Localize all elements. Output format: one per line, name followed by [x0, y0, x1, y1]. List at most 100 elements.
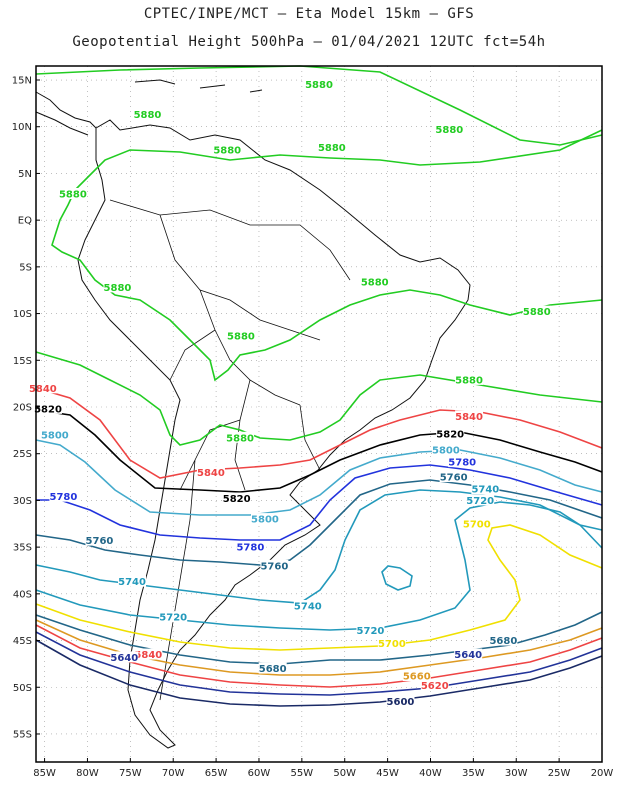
contour-label-bg — [159, 611, 188, 623]
map-frame — [35, 65, 603, 763]
lat-tick-label: 20S — [13, 402, 32, 413]
contour-label-5740: 5740 — [118, 577, 146, 588]
lon-tick-label: 65W — [205, 768, 228, 779]
lat-tick-label: 50S — [13, 683, 32, 694]
lat-tick-label: 40S — [13, 589, 32, 600]
contour-label-bg — [103, 281, 132, 293]
contour-label-5700: 5700 — [378, 639, 406, 650]
contour-5780 — [36, 464, 603, 541]
lon-tick-label: 40W — [419, 768, 442, 779]
contour-label-bg — [420, 679, 449, 691]
contour-label-5640: 5640 — [454, 650, 482, 661]
contour-label-bg — [466, 494, 495, 506]
contour-label-bg — [489, 634, 518, 646]
central-america-coastline — [35, 91, 97, 136]
contour-label-bg — [431, 443, 460, 455]
contour-5660 — [35, 619, 603, 676]
lon-tick-label: 25W — [548, 768, 571, 779]
contour-label-5820: 5820 — [436, 430, 464, 441]
contour-label-bg — [402, 670, 431, 682]
contour-label-5800: 5800 — [432, 445, 460, 456]
contour-label-bg — [454, 648, 483, 660]
lat-tick-label: 10S — [13, 309, 32, 320]
lon-tick-label: 75W — [119, 768, 142, 779]
contour-label-5780: 5780 — [50, 492, 78, 503]
contour-label-bg — [110, 651, 139, 663]
contour-label-5680: 5680 — [259, 664, 287, 675]
lon-tick-label: 70W — [162, 768, 185, 779]
contour-label-5880: 5880 — [455, 375, 483, 386]
lon-tick-label: 35W — [462, 768, 485, 779]
south-america-coastline — [77, 119, 471, 749]
contour-5880-north — [35, 65, 603, 146]
contour-label-bg — [471, 483, 500, 495]
contour-label-5840: 5840 — [134, 650, 162, 661]
contour-label-5880: 5880 — [226, 433, 254, 444]
lat-tick-label: 45S — [13, 636, 32, 647]
contour-label-5880: 5880 — [134, 110, 162, 121]
contour-label-5720: 5720 — [466, 496, 494, 507]
contour-label-bg — [49, 490, 78, 502]
contour-5880-west — [51, 129, 603, 382]
contour-label-5880: 5880 — [523, 307, 551, 318]
contour-label-5700: 5700 — [463, 519, 491, 530]
lon-tick-label: 45W — [376, 768, 399, 779]
lat-tick-label: 35S — [13, 543, 32, 554]
contour-label-bg — [222, 492, 251, 504]
contour-label-bg — [58, 187, 87, 199]
contour-label-bg — [435, 123, 464, 135]
contour-label-5880: 5880 — [305, 80, 333, 91]
contour-label-bg — [455, 410, 484, 422]
contour-label-bg — [250, 513, 279, 525]
contour-label-bg — [455, 373, 484, 385]
lat-tick-label: 10N — [12, 122, 32, 133]
contour-label-bg — [448, 456, 477, 468]
contour-label-5880: 5880 — [104, 283, 132, 294]
contour-label-5820: 5820 — [223, 494, 251, 505]
contour-label-5740: 5740 — [471, 485, 499, 496]
contour-label-bg — [236, 541, 265, 553]
contour-label-bg — [356, 624, 385, 636]
lat-tick-label: 55S — [13, 729, 32, 740]
coastline-outline — [35, 79, 471, 749]
contour-label-5760: 5760 — [440, 473, 468, 484]
contour-label-bg — [260, 559, 289, 571]
contour-label-5880: 5880 — [59, 189, 87, 200]
contour-5700 — [35, 524, 603, 651]
caribbean-islands — [134, 79, 263, 93]
contour-label-5800: 5800 — [251, 515, 279, 526]
lon-tick-label: 20W — [591, 768, 614, 779]
contour-label-5720: 5720 — [159, 613, 187, 624]
contour-label-5880: 5880 — [227, 331, 255, 342]
contour-label-5800: 5800 — [41, 431, 69, 442]
lon-tick-label: 55W — [291, 768, 314, 779]
lat-tick-label: 5S — [19, 262, 32, 273]
lat-tick-label: 25S — [13, 449, 32, 460]
contour-label-bg — [40, 429, 69, 441]
lon-tick-label: 85W — [33, 768, 56, 779]
lat-tick-label: 15N — [12, 76, 32, 87]
contour-label-bg — [133, 108, 162, 120]
contour-label-5880: 5880 — [318, 143, 346, 154]
contour-labels: 5880 5880 5880 5880 5880 5880 5880 5880 5880 5880… — [28, 78, 551, 708]
axis-ticks: 15N10N5NEQ5S10S15S20S25S30S35S40S45S50S5… — [12, 76, 614, 779]
contour-5720-closed — [381, 565, 413, 591]
contour-label-bg — [258, 662, 287, 674]
contour-label-5640: 5640 — [110, 653, 138, 664]
contour-label-bg — [436, 428, 465, 440]
contour-5680 — [35, 611, 603, 665]
contour-label-bg — [28, 382, 57, 394]
contour-label-bg — [85, 534, 114, 546]
contour-label-5680: 5680 — [489, 636, 517, 647]
contour-5840 — [35, 387, 603, 479]
contour-label-bg — [118, 575, 147, 587]
contour-label-bg — [439, 471, 468, 483]
contour-label-5880: 5880 — [361, 277, 389, 288]
contour-label-bg — [305, 78, 333, 90]
contour-label-5720: 5720 — [357, 626, 385, 637]
lat-tick-label: 5N — [18, 169, 32, 180]
contour-label-bg — [196, 466, 225, 478]
contour-label-bg — [213, 144, 242, 156]
contour-label-5820: 5820 — [34, 404, 62, 415]
contour-label-bg — [377, 637, 406, 649]
